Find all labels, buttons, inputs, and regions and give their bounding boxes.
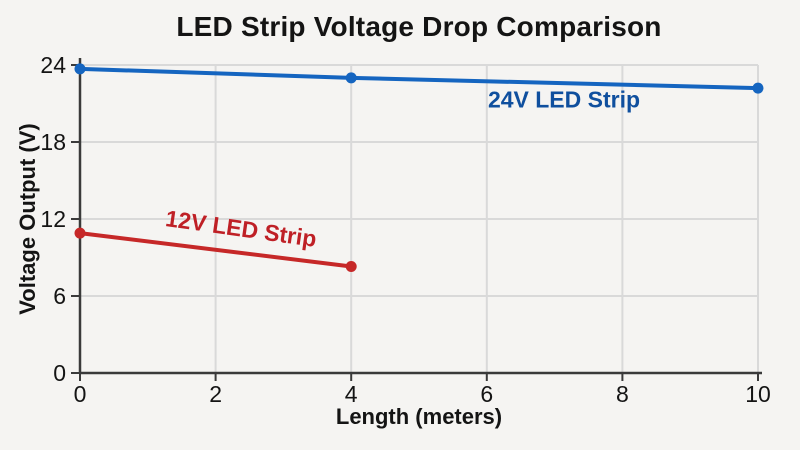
x-tick-label: 8 bbox=[616, 381, 629, 407]
tick-layer bbox=[71, 64, 759, 381]
data-point-24v-led-strip bbox=[74, 63, 86, 75]
chart-title: LED Strip Voltage Drop Comparison bbox=[176, 11, 662, 42]
x-tick-label: 0 bbox=[74, 381, 87, 407]
data-point-24v-led-strip bbox=[345, 72, 357, 84]
x-tick-label: 2 bbox=[209, 381, 222, 407]
y-tick-label: 6 bbox=[53, 283, 66, 309]
y-tick-label: 24 bbox=[40, 52, 66, 78]
grid-layer bbox=[80, 64, 759, 373]
y-tick-label: 0 bbox=[53, 360, 66, 386]
x-axis-label: Length (meters) bbox=[335, 404, 503, 429]
y-tick-label: 12 bbox=[40, 206, 66, 232]
data-point-12v-led-strip bbox=[74, 227, 86, 239]
x-tick-label: 6 bbox=[480, 381, 493, 407]
x-tick-label: 4 bbox=[345, 381, 358, 407]
y-tick-label: 18 bbox=[40, 129, 66, 155]
series-12v-led-strip bbox=[74, 227, 357, 272]
y-axis-label: Voltage Output (V) bbox=[15, 123, 40, 315]
data-point-24v-led-strip bbox=[752, 82, 764, 94]
data-point-12v-led-strip bbox=[345, 260, 357, 272]
axis-layer bbox=[78, 58, 762, 375]
series-label-24v-led-strip: 24V LED Strip bbox=[487, 86, 641, 113]
series-24v-led-strip bbox=[74, 63, 764, 94]
x-tick-label: 10 bbox=[745, 381, 771, 407]
